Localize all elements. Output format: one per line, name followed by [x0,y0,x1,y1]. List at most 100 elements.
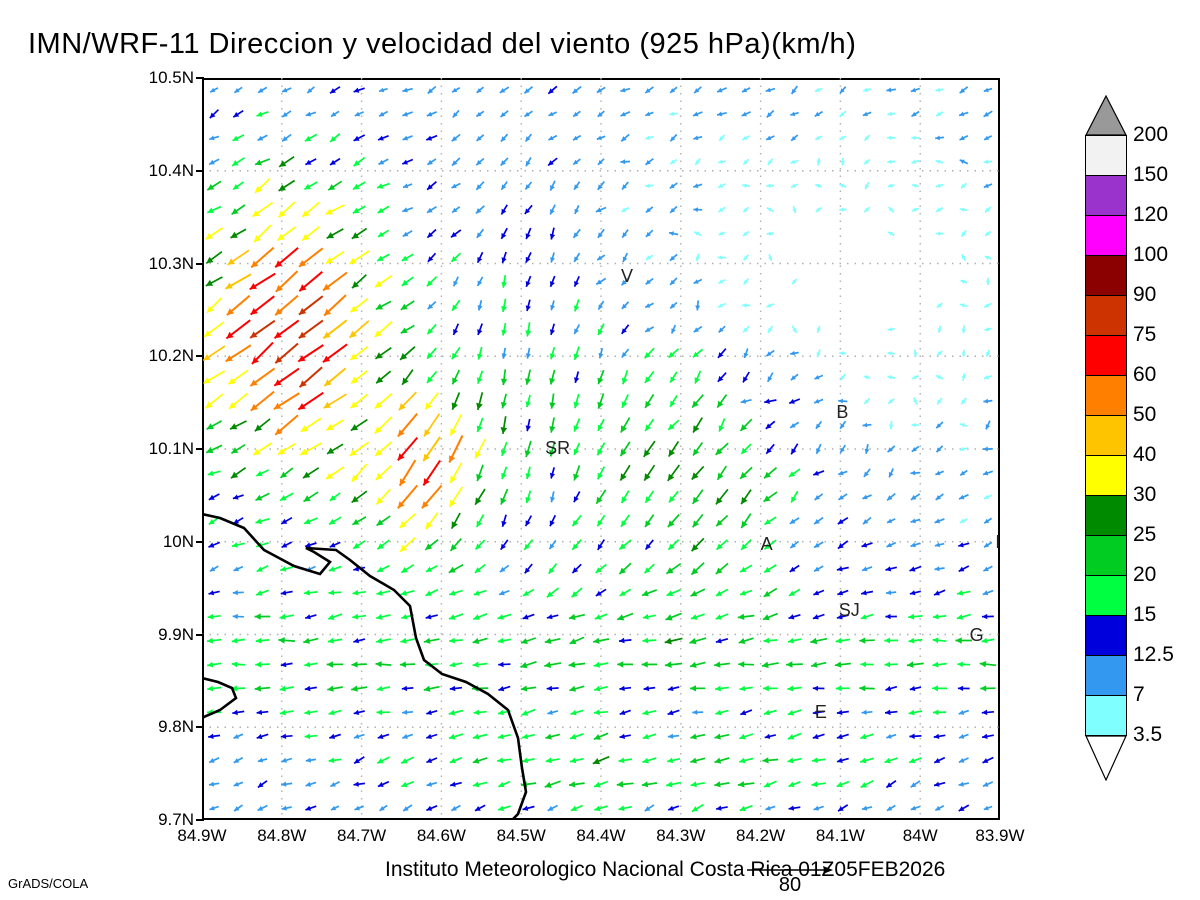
wind-vector-arrow [451,182,461,189]
wind-vector-arrow [304,614,317,620]
wind-vector-arrow [300,417,322,433]
wind-vector-arrow [233,565,244,572]
wind-vector-arrow [715,514,729,527]
wind-vector-arrow [304,542,317,548]
wind-vector-arrow [669,253,678,262]
wind-vector-arrow [618,757,633,764]
wind-vector-arrow [718,159,726,164]
wind-vector-arrow [501,466,508,480]
wind-vector-arrow [837,516,849,525]
wind-vector-arrow [593,661,609,668]
wind-vector-arrow [911,135,920,141]
wind-vector-arrow [909,733,922,739]
wind-vector-arrow [205,444,223,454]
wind-vector-arrow [936,302,943,309]
wind-vector-arrow [596,254,606,261]
wind-vector-arrow [449,538,462,552]
wind-vector-arrow [766,279,774,284]
wind-vector-arrow [593,732,609,740]
wind-vector-arrow [621,181,629,191]
wind-vector-arrow [375,637,391,644]
wind-vector-arrow [304,133,318,142]
wind-vector-arrow [572,158,581,166]
wind-vector-arrow [208,781,220,787]
wind-vector-arrow [836,709,849,716]
wind-vector-arrow [934,804,945,812]
wind-vector-arrow [351,516,367,526]
wind-vector-arrow [666,781,682,788]
wind-vector-arrow [421,484,443,509]
wind-vector-arrow [958,757,969,764]
wind-vector-arrow [474,563,486,574]
colorbar-band [1085,655,1127,696]
wind-vector-arrow [476,251,484,264]
wind-vector-arrow [908,709,923,716]
wind-vector-arrow [278,155,295,168]
wind-vector-arrow [233,756,244,764]
wind-vector-arrow [476,228,485,239]
wind-vector-arrow [715,588,729,597]
wind-vector-arrow [573,418,581,432]
wind-vector-arrow [886,590,897,596]
wind-vector-arrow [525,490,532,504]
wind-vector-arrow [956,613,971,620]
wind-vector-arrow [983,565,993,572]
wind-vector-arrow [788,805,801,811]
wind-vector-arrow [376,539,390,550]
wind-vector-arrow [297,344,324,363]
wind-vector-arrow [958,542,970,548]
wind-vector-arrow [983,517,993,524]
wind-vector-arrow [715,442,729,456]
wind-vector-arrow [376,182,390,189]
wind-vector-arrow [836,566,849,572]
wind-vector-arrow [860,733,874,740]
wind-vector-arrow [787,757,802,764]
wind-vector-arrow [693,207,703,212]
wind-vector-arrow [911,445,920,453]
wind-vector-arrow [911,159,920,164]
wind-vector-arrow [476,370,484,384]
wind-vector-arrow [935,206,944,213]
wind-vector-arrow [887,183,895,188]
wind-vector-arrow [909,565,922,572]
wind-vector-arrow [689,661,706,668]
wind-vector-arrow [522,757,535,764]
wind-vector-arrow [644,804,655,812]
wind-vector-arrow [860,661,874,668]
wind-vector-arrow [933,589,946,596]
wind-vector-arrow [813,589,825,596]
wind-vector-arrow [957,661,971,668]
wind-vector-arrow [620,87,631,93]
wind-vector-arrow [884,757,899,764]
wind-vector-arrow [377,780,390,788]
wind-vector-arrow [761,661,779,669]
wind-vector-arrow [715,637,729,644]
y-axis-tick [196,355,204,358]
wind-vector-arrow [885,613,897,620]
wind-vector-arrow [525,252,532,263]
wind-vector-arrow [426,111,438,117]
wind-vector-arrow [742,135,751,141]
wind-vector-arrow [742,325,750,333]
wind-vector-arrow [743,348,749,359]
wind-vector-arrow [500,181,508,191]
wind-vector-arrow [762,757,779,764]
wind-vector-arrow [814,135,823,141]
wind-vector-arrow [570,587,583,598]
wind-vector-arrow [766,207,775,213]
wind-vector-arrow [250,390,275,412]
wind-vector-arrow [765,443,775,455]
wind-vector-arrow [475,514,485,528]
wind-vector-arrow [549,346,556,360]
wind-vector-arrow [525,322,532,337]
wind-vector-arrow [840,278,845,285]
wind-vector-arrow [525,299,531,312]
wind-vector-arrow [840,254,846,261]
wind-vector-arrow [523,539,534,551]
wind-vector-arrow [910,470,921,476]
wind-vector-arrow [910,518,921,524]
wind-vector-arrow [716,87,728,93]
y-axis-tick [196,77,204,79]
wind-vector-arrow [597,369,605,385]
wind-vector-arrow [912,326,918,333]
